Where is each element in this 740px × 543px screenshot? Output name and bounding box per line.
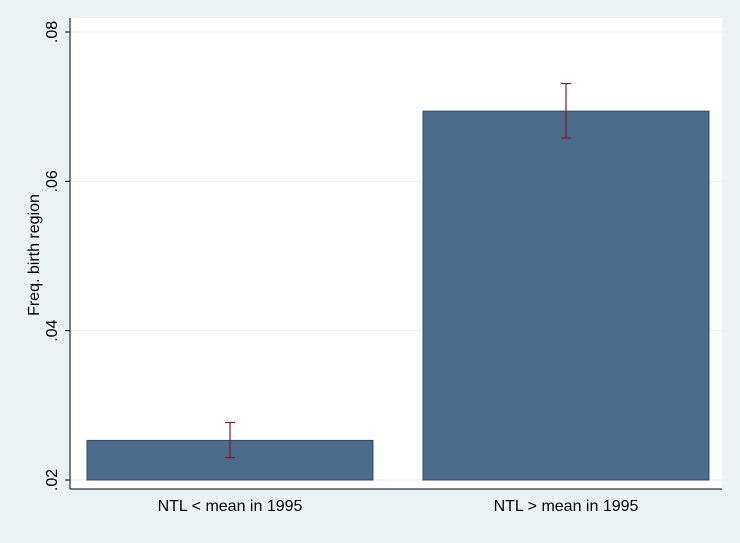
axes — [69, 18, 722, 490]
x-tick-label: NTL > mean in 1995 — [494, 498, 639, 515]
bar — [422, 110, 710, 481]
y-axis-label: Freq. birth region — [26, 194, 43, 316]
error-bars — [225, 82, 571, 459]
y-tick-label: .08 — [44, 21, 61, 43]
y-ticks: .02 .04 .06 .08 — [44, 21, 70, 491]
y-tick-label: .02 — [44, 469, 61, 491]
y-tick-label: .04 — [44, 319, 61, 341]
y-tick-label: .06 — [44, 170, 61, 192]
x-tick-label: NTL < mean in 1995 — [158, 498, 303, 515]
bars — [86, 110, 710, 481]
x-tick-labels: NTL < mean in 1995 NTL > mean in 1995 — [158, 498, 639, 515]
